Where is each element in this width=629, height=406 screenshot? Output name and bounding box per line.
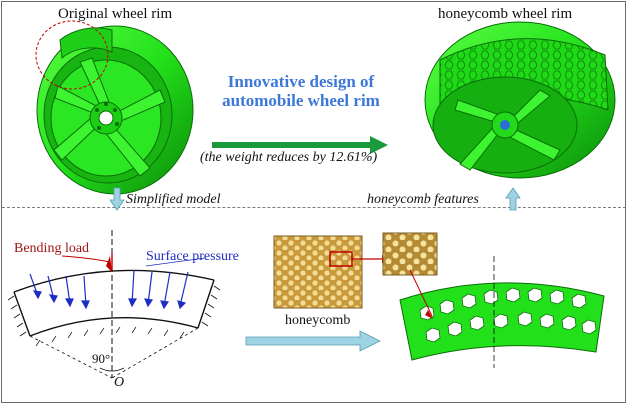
- innovative-design-label: Innovative design of automobile wheel ri…: [222, 72, 380, 110]
- honeycomb-beam-image: [399, 256, 605, 368]
- honeycomb-detail-photo: [382, 232, 438, 276]
- honeycomb-wheel-rim-image: [424, 21, 616, 179]
- origin-label: O: [114, 375, 125, 390]
- surface-pressure-label: Surface pressure: [146, 249, 239, 264]
- honeycomb-wheel-rim-label: honeycomb wheel rim: [438, 6, 573, 22]
- original-wheel-rim-label: Original wheel rim: [58, 6, 173, 22]
- honeycomb-arrow: [245, 330, 381, 352]
- honeycomb-features-label: honeycomb features: [367, 192, 479, 207]
- original-wheel-rim-image: [35, 20, 194, 195]
- weight-reduction-label: (the weight reduces by 12.61%): [200, 150, 378, 165]
- section-divider: [2, 207, 626, 208]
- simplified-model-label: Simplified model: [126, 192, 221, 207]
- design-arrow: [212, 136, 388, 154]
- honeycomb-photo: [273, 235, 363, 309]
- simplified-arrow: [109, 187, 125, 211]
- features-arrow: [505, 187, 521, 211]
- honeycomb-label: honeycomb: [285, 313, 351, 328]
- simplified-model-diagram: [7, 230, 221, 379]
- bending-load-label: Bending load: [14, 241, 90, 256]
- angle-label: 90°: [92, 351, 111, 366]
